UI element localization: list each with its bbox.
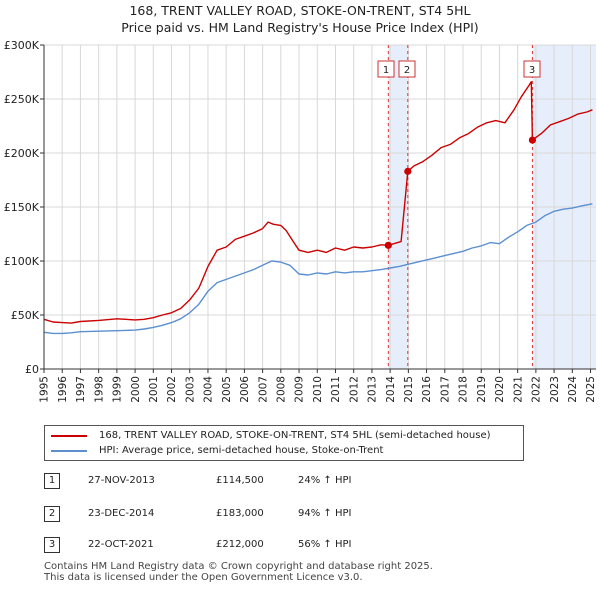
- x-tick-label: 1995: [39, 376, 51, 403]
- x-tick-label: 1998: [93, 376, 105, 403]
- x-tick-label: 2016: [421, 376, 433, 403]
- chart-title: 168, TRENT VALLEY ROAD, STOKE-ON-TRENT, …: [129, 3, 471, 18]
- legend-swatch-hpi: [51, 450, 87, 452]
- y-tick-label: £250K: [4, 93, 40, 106]
- sale-point: [528, 136, 537, 144]
- x-tick-label: 2005: [221, 376, 233, 403]
- sale-date: 23-DEC-2014: [88, 508, 155, 519]
- property-price-line: [43, 81, 593, 324]
- x-tick-label: 2010: [312, 376, 324, 403]
- x-tick-label: 2014: [385, 376, 397, 403]
- sale-row: 1 27-NOV-2013 £114,500 24% ↑ HPI: [44, 473, 564, 493]
- sale-label-text: 1: [383, 65, 389, 76]
- sale-row: 3 22-OCT-2021 £212,000 56% ↑ HPI: [44, 537, 564, 557]
- x-tick-label: 2000: [130, 376, 142, 403]
- y-tick-label: £300K: [4, 39, 40, 52]
- sale-point: [404, 167, 412, 175]
- x-tick-label: 2009: [294, 376, 306, 403]
- footer-attribution: Contains HM Land Registry data © Crown c…: [44, 561, 433, 583]
- x-tick-label: 2003: [184, 376, 196, 403]
- x-tick-label: 2018: [458, 376, 470, 403]
- sale-price: £114,500: [216, 475, 264, 486]
- x-tick-label: 1997: [75, 376, 87, 403]
- sale-label-text: 3: [529, 65, 535, 76]
- legend: 168, TRENT VALLEY ROAD, STOKE-ON-TRENT, …: [44, 425, 524, 461]
- x-tick-label: 2015: [403, 376, 415, 403]
- x-tick-label: 2019: [476, 376, 488, 403]
- x-tick-label: 2013: [367, 376, 379, 403]
- y-tick-label: £150K: [4, 201, 40, 214]
- sale-hpi-change: 94% ↑ HPI: [298, 508, 352, 519]
- x-tick-label: 2025: [585, 376, 597, 403]
- sale-label-box: [398, 60, 416, 78]
- x-tick-label: 2004: [203, 376, 215, 403]
- sale-point: [384, 241, 392, 249]
- price-chart: 1 2 3 £0 £50K £100K £150K £200K £250K £300K 1995 1…: [4, 39, 597, 403]
- sale-date: 22-OCT-2021: [88, 539, 154, 550]
- sale-label-text: 2: [404, 65, 410, 76]
- legend-label-hpi: HPI: Average price, semi-detached house,…: [99, 445, 384, 456]
- x-tick-label: 1996: [57, 376, 69, 403]
- sale-number-badge: 2: [44, 506, 60, 522]
- x-tick-label: 2012: [348, 376, 360, 403]
- x-tick-label: 2007: [257, 376, 269, 403]
- y-tick-label: £200K: [4, 147, 40, 160]
- x-tick-label: 2001: [148, 376, 160, 403]
- legend-swatch-property: [51, 435, 87, 437]
- x-tick-label: 2006: [239, 376, 251, 403]
- sale-number-badge: 1: [44, 473, 60, 489]
- x-tick-label: 2023: [549, 376, 561, 403]
- sale-label-box: [523, 60, 541, 78]
- sale-row: 2 23-DEC-2014 £183,000 94% ↑ HPI: [44, 506, 564, 526]
- x-tick-label: 2022: [531, 376, 543, 403]
- x-tick-label: 2002: [166, 376, 178, 403]
- x-tick-label: 2020: [494, 376, 506, 403]
- footer-copyright: Contains HM Land Registry data © Crown c…: [44, 561, 433, 572]
- x-tick-label: 2017: [439, 376, 451, 403]
- sale-price: £212,000: [216, 539, 264, 550]
- chart-subtitle: Price paid vs. HM Land Registry's House …: [121, 20, 479, 35]
- y-tick-label: £100K: [4, 255, 40, 268]
- x-tick-label: 2024: [567, 376, 579, 403]
- hpi-line: [43, 203, 593, 335]
- x-tick-label: 1999: [112, 376, 124, 403]
- x-tick-label: 2011: [330, 376, 342, 403]
- footer-licence: This data is licensed under the Open Gov…: [44, 572, 363, 583]
- y-tick-label: £50K: [11, 309, 40, 322]
- sale-number-badge: 3: [44, 537, 60, 553]
- sale-label-box: [377, 60, 395, 78]
- x-tick-label: 2021: [512, 376, 524, 403]
- x-tick-label: 2008: [276, 376, 288, 403]
- sale-hpi-change: 24% ↑ HPI: [298, 475, 352, 486]
- sale-date: 27-NOV-2013: [88, 475, 155, 486]
- legend-label-property: 168, TRENT VALLEY ROAD, STOKE-ON-TRENT, …: [99, 430, 491, 441]
- sale-hpi-change: 56% ↑ HPI: [298, 539, 352, 550]
- chart-title-block: 168, TRENT VALLEY ROAD, STOKE-ON-TRENT, …: [0, 2, 600, 36]
- sale-price: £183,000: [216, 508, 264, 519]
- y-tick-label: £0: [25, 363, 39, 376]
